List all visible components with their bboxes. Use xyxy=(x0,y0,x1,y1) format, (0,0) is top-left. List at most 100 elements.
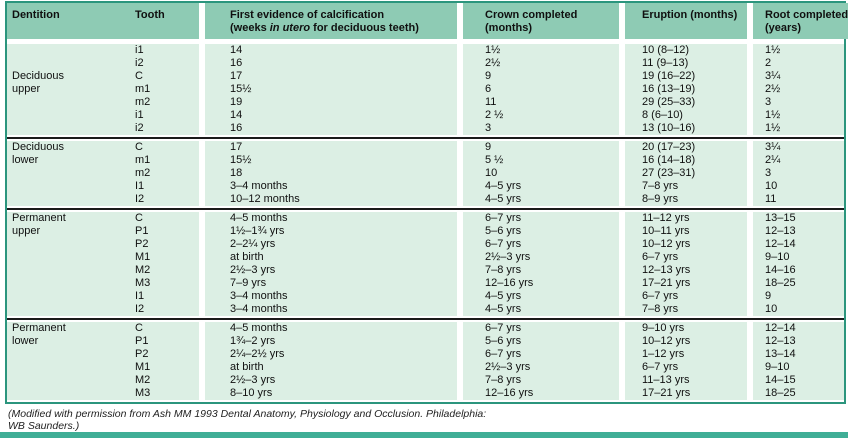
cell-calcification: 19 xyxy=(205,96,457,109)
column-gutter xyxy=(619,180,625,193)
cell-crown: 12–16 yrs xyxy=(463,277,619,290)
cell-calcification: at birth xyxy=(205,361,457,374)
column-gutter xyxy=(747,122,753,135)
cell-calcification: 1½–1¾ yrs xyxy=(205,225,457,238)
column-gutter xyxy=(199,109,205,122)
table-section-2: Deciduous C 17 9 20 (17–23) 3¼ lower m1 15½ 5 ½ 16… xyxy=(7,139,844,208)
cell-root: 12–14 xyxy=(753,322,844,335)
cell-dentition xyxy=(7,109,133,122)
cell-eruption: 17–21 yrs xyxy=(625,387,747,400)
cell-calcification: 17 xyxy=(205,70,457,83)
column-gutter xyxy=(457,96,463,109)
cell-dentition xyxy=(7,277,133,290)
cell-root: 10 xyxy=(753,303,844,316)
cell-dentition: Deciduous xyxy=(7,141,133,154)
column-gutter xyxy=(619,374,625,387)
col-header-eruption: Eruption (months) xyxy=(625,3,747,39)
cell-root: 9 xyxy=(753,290,844,303)
column-gutter xyxy=(747,193,753,206)
cell-eruption: 16 (13–19) xyxy=(625,83,747,96)
column-gutter xyxy=(747,277,753,290)
column-gutter xyxy=(199,3,205,39)
cell-dentition: lower xyxy=(7,154,133,167)
cell-tooth: i1 xyxy=(133,109,199,122)
cell-eruption: 6–7 yrs xyxy=(625,290,747,303)
col-header-crown-line2: (months) xyxy=(485,21,533,34)
column-gutter xyxy=(199,57,205,70)
cell-root: 3 xyxy=(753,96,844,109)
column-gutter xyxy=(747,225,753,238)
col-header-root-line2: (years) xyxy=(765,21,802,34)
cell-tooth: I2 xyxy=(133,193,199,206)
cell-root: 18–25 xyxy=(753,277,844,290)
table-body: i1 14 1½ 10 (8–12) 1½ i2 16 2½ 11 (9–13) 2 Deciduo… xyxy=(7,42,844,402)
cell-dentition xyxy=(7,122,133,135)
column-gutter xyxy=(619,167,625,180)
cell-root: 10 xyxy=(753,180,844,193)
cell-tooth: M2 xyxy=(133,374,199,387)
cell-tooth: M2 xyxy=(133,264,199,277)
cell-crown: 4–5 yrs xyxy=(463,193,619,206)
table-section-4: Permanent C 4–5 months 6–7 yrs 9–10 yrs 12–14… xyxy=(7,320,844,402)
column-gutter xyxy=(747,180,753,193)
column-gutter xyxy=(199,212,205,225)
column-gutter xyxy=(199,387,205,400)
column-gutter xyxy=(747,3,753,39)
cell-calcification: 3–4 months xyxy=(205,303,457,316)
column-gutter xyxy=(619,387,625,400)
cell-tooth: M3 xyxy=(133,387,199,400)
column-gutter xyxy=(619,83,625,96)
cell-root: 13–14 xyxy=(753,348,844,361)
column-gutter xyxy=(747,387,753,400)
cell-calcification: at birth xyxy=(205,251,457,264)
cell-root: 9–10 xyxy=(753,361,844,374)
column-gutter xyxy=(747,290,753,303)
column-gutter xyxy=(457,167,463,180)
cell-eruption: 20 (17–23) xyxy=(625,141,747,154)
cell-root: 9–10 xyxy=(753,251,844,264)
col-header-tooth-label: Tooth xyxy=(135,9,165,21)
cell-dentition: Deciduous xyxy=(7,70,133,83)
cell-tooth: i1 xyxy=(133,44,199,57)
cell-tooth: i2 xyxy=(133,57,199,70)
cell-eruption: 12–13 yrs xyxy=(625,264,747,277)
col-header-crown: Crown completed (months) xyxy=(463,3,619,39)
cell-crown: 6–7 yrs xyxy=(463,238,619,251)
cell-tooth: m2 xyxy=(133,96,199,109)
cell-root: 1½ xyxy=(753,122,844,135)
column-gutter xyxy=(199,70,205,83)
column-gutter xyxy=(457,348,463,361)
cell-crown: 7–8 yrs xyxy=(463,374,619,387)
column-gutter xyxy=(619,361,625,374)
column-gutter xyxy=(199,277,205,290)
cell-dentition xyxy=(7,57,133,70)
cell-crown: 5 ½ xyxy=(463,154,619,167)
cell-calcification: 16 xyxy=(205,57,457,70)
cell-dentition xyxy=(7,361,133,374)
cell-eruption: 6–7 yrs xyxy=(625,361,747,374)
col-header-crown-line1: Crown completed xyxy=(485,9,578,21)
cell-root: 11 xyxy=(753,193,844,206)
cell-dentition: lower xyxy=(7,335,133,348)
column-gutter xyxy=(619,3,625,39)
column-gutter xyxy=(747,322,753,335)
column-gutter xyxy=(457,180,463,193)
cell-calcification: 14 xyxy=(205,44,457,57)
column-gutter xyxy=(457,335,463,348)
cell-root: 3¼ xyxy=(753,141,844,154)
cell-calcification: 3–4 months xyxy=(205,180,457,193)
column-gutter xyxy=(619,290,625,303)
cell-dentition xyxy=(7,374,133,387)
section-divider xyxy=(7,137,844,139)
column-gutter xyxy=(199,251,205,264)
cell-eruption: 7–8 yrs xyxy=(625,303,747,316)
cell-eruption: 10 (8–12) xyxy=(625,44,747,57)
col-header-calcification-line1: First evidence of calcification xyxy=(230,9,385,21)
column-gutter xyxy=(199,361,205,374)
cell-tooth: i2 xyxy=(133,122,199,135)
dental-development-table: Dentition Tooth First evidence of calcif… xyxy=(5,1,849,404)
cell-eruption: 7–8 yrs xyxy=(625,180,747,193)
column-gutter xyxy=(747,44,753,57)
column-gutter xyxy=(747,374,753,387)
column-gutter xyxy=(457,303,463,316)
